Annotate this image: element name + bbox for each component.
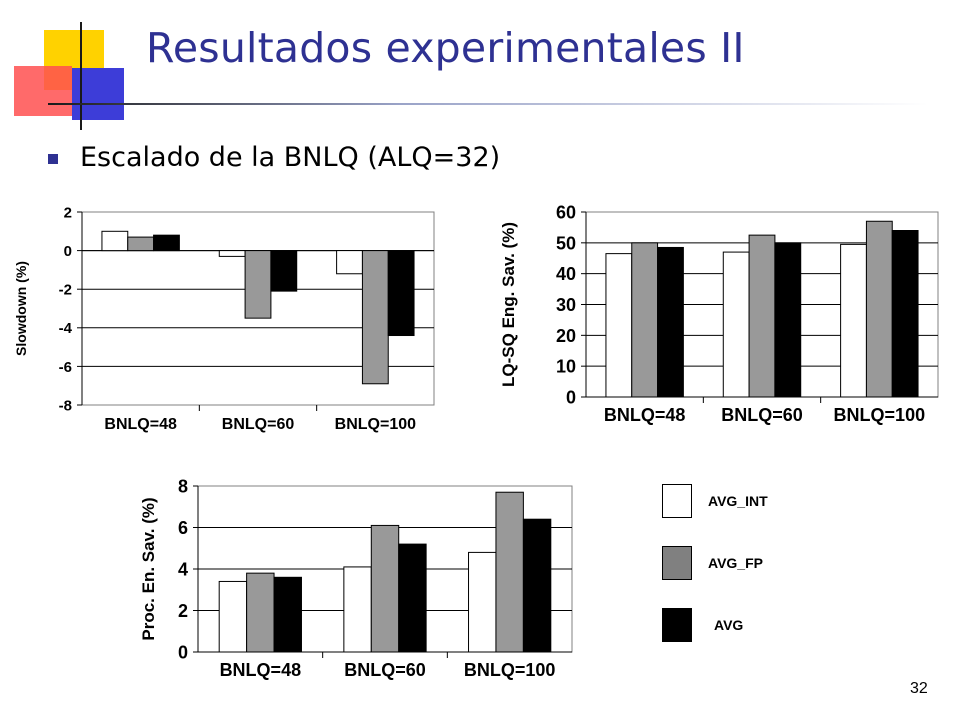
x-category-label: BNLQ=100 [834, 405, 926, 425]
y-tick-label: 60 [556, 202, 576, 222]
page-number: 32 [910, 680, 928, 697]
y-tick-label: 40 [556, 264, 576, 284]
bar-proc-avg-fp-3 [495, 491, 524, 653]
bar-lqsq-avg-1 [657, 246, 684, 398]
bar-slowdown-avg-int-3 [336, 250, 363, 275]
bar-slowdown-avg-2 [270, 250, 298, 292]
y-tick-label: -6 [59, 359, 72, 376]
y-tick-label: 2 [178, 601, 188, 621]
x-category-label: BNLQ=48 [104, 416, 177, 433]
legend-label-avg: AVG [714, 617, 744, 633]
x-category-label: BNLQ=60 [721, 405, 803, 425]
bar-proc-avg-int-1 [218, 580, 248, 653]
y-tick-label: 4 [178, 559, 188, 579]
bar-proc-avg-1 [273, 576, 302, 653]
y-axis-label: Slowdown (%) [13, 261, 29, 356]
x-category-label: BNLQ=48 [220, 660, 302, 680]
y-tick-label: 0 [178, 642, 188, 662]
y-axis-label: LQ-SQ Eng. Sav. (%) [499, 222, 518, 387]
legend-label-avg-int: AVG_INT [708, 493, 768, 509]
bar-lqsq-avg-int-3 [840, 243, 867, 398]
bullet-text: Escalado de la BNLQ (ALQ=32) [80, 142, 501, 173]
decor-vertical-line [80, 22, 82, 130]
slowdown-chart: 2 0 -2 -4 -6 -8 BNLQ=48 BNLQ=60 BNLQ=100 Slowdown… [13, 204, 435, 433]
y-tick-label: 50 [556, 233, 576, 253]
bar-slowdown-avg-3 [387, 250, 415, 337]
legend-swatch-avg [662, 608, 692, 642]
bar-proc-avg-int-3 [468, 551, 497, 653]
bar-lqsq-avg-int-2 [722, 251, 750, 398]
y-tick-label: 10 [556, 357, 576, 377]
bar-lqsq-avg-fp-3 [865, 220, 893, 398]
y-tick-label: 0 [64, 243, 72, 260]
decor-red-square [14, 66, 72, 116]
bar-proc-avg-fp-1 [246, 572, 275, 653]
lqsq-energy-savings-chart: 60 50 40 30 20 10 0 BNLQ=48 BNLQ=60 BNLQ=100 LQ-SQ… [499, 202, 939, 425]
x-category-label: BNLQ=48 [604, 405, 686, 425]
bar-lqsq-avg-2 [774, 242, 802, 398]
y-axis-label: Proc. En. Sav. (%) [139, 497, 158, 640]
x-category-label: BNLQ=100 [464, 660, 556, 680]
bar-slowdown-avg-int-1 [101, 230, 129, 252]
bar-proc-avg-int-2 [343, 566, 372, 653]
y-tick-label: 0 [566, 387, 576, 407]
y-tick-label: 8 [178, 476, 188, 496]
y-tick-label: 20 [556, 326, 576, 346]
legend-swatch-avg-int [662, 484, 692, 518]
legend-swatch-avg-fp [662, 546, 692, 580]
x-category-label: BNLQ=60 [344, 660, 426, 680]
bar-proc-avg-2 [398, 543, 427, 653]
y-tick-label: 2 [64, 204, 72, 221]
y-tick-label: -4 [59, 320, 73, 337]
decor-horizontal-line [48, 103, 928, 105]
bar-slowdown-avg-fp-2 [244, 250, 272, 319]
legend-label-avg-fp: AVG_FP [708, 555, 763, 571]
bar-proc-avg-fp-2 [370, 524, 400, 653]
bar-slowdown-avg-int-2 [218, 250, 246, 257]
bar-slowdown-avg-1 [153, 234, 180, 252]
bar-lqsq-avg-int-1 [605, 253, 633, 398]
bullet-marker [48, 154, 58, 164]
bar-proc-avg-3 [522, 518, 552, 653]
y-tick-label: 6 [178, 518, 188, 538]
chart-legend: AVG_INT AVG_FP AVG [660, 484, 860, 644]
processor-energy-savings-chart: 8 6 4 2 0 BNLQ=48 BNLQ=60 BNLQ=100 Proc. En. Sav… [139, 476, 573, 680]
y-tick-label: 30 [556, 295, 576, 315]
bar-lqsq-avg-3 [891, 230, 919, 398]
bar-slowdown-avg-fp-1 [127, 236, 155, 252]
y-tick-label: -2 [59, 282, 72, 299]
bar-lqsq-avg-fp-1 [631, 242, 659, 398]
bar-slowdown-avg-fp-3 [361, 250, 389, 385]
x-category-label: BNLQ=100 [335, 416, 416, 433]
y-tick-label: -8 [59, 397, 72, 414]
x-category-label: BNLQ=60 [222, 416, 295, 433]
slide-title: Resultados experimentales II [146, 24, 745, 72]
bar-lqsq-avg-fp-2 [748, 234, 776, 398]
